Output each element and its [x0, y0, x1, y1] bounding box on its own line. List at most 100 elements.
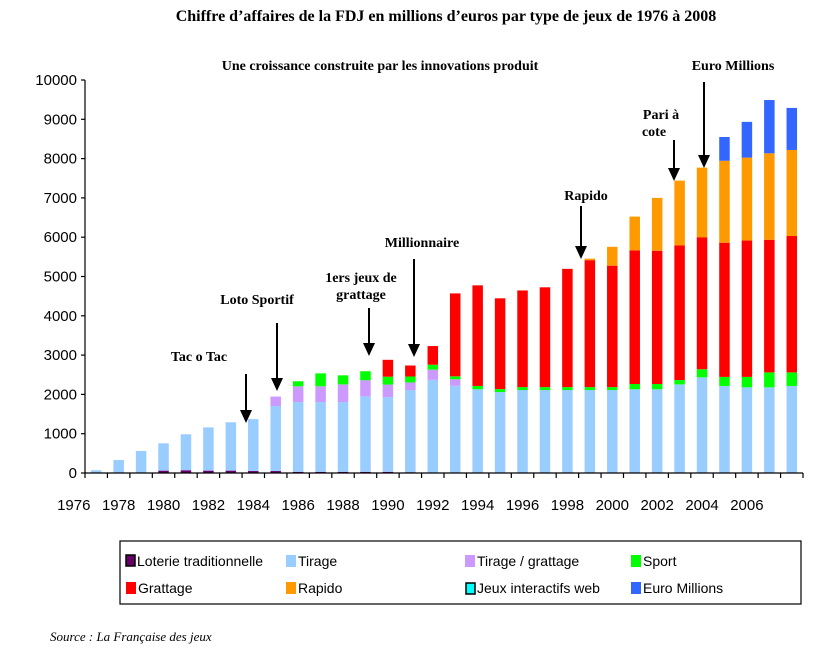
bar-stack-1989: [360, 371, 371, 473]
x-tick-label: 1990: [371, 497, 404, 514]
bar-stack-2005: [719, 136, 730, 473]
bar-segment-sport-1991: [405, 376, 416, 383]
bar-segment-rapido-1999: [584, 258, 596, 261]
bar-segment-sport-1990: [382, 376, 394, 385]
bar-segment-tirage-1996: [517, 390, 528, 473]
annotation-label-line1: Pari à: [643, 108, 679, 123]
source-note: Source : La Française des jeux: [50, 629, 212, 644]
bar-segment-tirage-2005: [719, 385, 730, 473]
arrow-down-icon: [575, 206, 587, 259]
legend-swatch: [125, 554, 136, 567]
legend-label: Tirage: [298, 553, 337, 569]
bar-segment-tirage-grattage-1988: [337, 384, 349, 403]
legend-swatch: [631, 555, 641, 567]
bar-segment-grattage-1990: [382, 359, 394, 377]
bar-segment-sport-1986: [292, 381, 304, 387]
legend-item-loterie: Loterie traditionnelle: [125, 553, 263, 569]
bar-segment-tirage-1997: [539, 390, 551, 473]
bar-stack-1998: [562, 268, 573, 473]
x-tick-label: 1988: [326, 497, 359, 514]
bar-segment-loterie-traditionnelle-1983: [225, 470, 237, 473]
bar-segment-euro-millions-2007: [764, 100, 775, 154]
bar-segment-tirage-2006: [741, 387, 753, 473]
y-tick-label: 3000: [44, 347, 77, 364]
bar-segment-tirage-1991: [405, 390, 416, 473]
bar-stack-1995: [494, 298, 506, 473]
bar-segment-rapido-2004: [696, 167, 708, 238]
bar-segment-euro-millions-2006: [741, 121, 753, 158]
bar-segment-tirage-1995: [494, 392, 506, 473]
legend-label: Sport: [643, 553, 677, 569]
legend-item-tirage: Tirage: [286, 553, 337, 569]
annotation-euro-millions: Euro Millions: [692, 59, 775, 168]
x-tick-label: 1996: [506, 497, 539, 514]
bar-stack-2001: [629, 216, 640, 473]
bar-segment-sport-1993: [449, 376, 461, 380]
x-tick-label: 1998: [551, 497, 584, 514]
bar-segment-tirage-grattage-1993: [449, 379, 461, 386]
annotation-millionnaire: Millionnaire: [385, 236, 459, 357]
annotation-loto-sportif: Loto Sportif: [220, 293, 294, 391]
bar-segment-tirage-1986: [292, 402, 304, 472]
bar-segment-tirage-grattage-1986: [292, 386, 304, 403]
bar-segment-tirage-2008: [786, 385, 798, 473]
bar-stack-1993: [449, 293, 461, 473]
bar-segment-sport-2001: [629, 383, 640, 390]
bar-segment-tirage-1999: [584, 390, 596, 473]
bar-segment-rapido-2006: [741, 157, 753, 241]
bar-segment-grattage-2005: [719, 242, 730, 377]
x-tick-label: 2004: [685, 497, 718, 514]
legend-swatch: [465, 555, 475, 567]
bar-stack-1988: [337, 375, 349, 473]
bar-stack-1984: [248, 419, 259, 473]
bar-stack-1996: [517, 290, 528, 473]
chart-subtitle: Une croissance construite par les innova…: [222, 59, 539, 74]
legend-swatch: [465, 582, 476, 595]
x-tick-label: 1992: [416, 497, 449, 514]
y-tick-label: 2000: [44, 386, 77, 403]
x-tick-label: 1980: [147, 497, 180, 514]
bar-segment-tirage-1985: [270, 405, 281, 472]
legend-swatch: [631, 582, 641, 594]
annotation-label: Tac o Tac: [171, 350, 227, 365]
annotation-label: Rapido: [564, 189, 608, 204]
legend-label: Rapido: [298, 580, 343, 596]
bar-segment-tirage-2002: [651, 389, 663, 473]
legend-item-euro-millions: Euro Millions: [631, 580, 723, 596]
annotation-rapido: Rapido: [564, 189, 608, 259]
x-tick-label: 1976: [57, 497, 90, 514]
bar-segment-sport-2000: [607, 387, 618, 391]
bar-segment-tirage-grattage-1985: [270, 396, 281, 406]
bar-segment-tirage-1994: [472, 389, 483, 473]
bar-segment-sport-1994: [472, 385, 483, 390]
bar-stack-1999: [584, 258, 596, 473]
bar-segment-grattage-2004: [696, 237, 708, 370]
annotation-label-line2: cote: [642, 125, 666, 140]
bar-segment-grattage-2007: [764, 239, 775, 373]
bar-segment-tirage-1987: [315, 402, 326, 472]
bar-segment-grattage-2006: [741, 240, 753, 377]
bar-segment-rapido-2000: [607, 246, 618, 266]
y-tick-label: 8000: [44, 151, 77, 168]
bar-segment-rapido-2005: [719, 160, 730, 243]
x-tick-label: 1994: [461, 497, 494, 514]
bar-stack-2008: [786, 107, 798, 473]
bar-segment-sport-1988: [337, 375, 349, 385]
bar-stack-2004: [696, 167, 708, 473]
bar-segment-grattage-2008: [786, 236, 798, 373]
bar-segment-sport-1992: [427, 364, 439, 370]
bar-stack-2007: [764, 100, 775, 473]
bar-stack-1994: [472, 285, 483, 473]
bar-segment-grattage-1998: [562, 268, 573, 388]
y-tick-label: 5000: [44, 269, 77, 286]
x-tick-label: 1984: [237, 497, 270, 514]
legend-label: Jeux interactifs web: [477, 580, 600, 596]
bar-segment-rapido-2007: [764, 153, 775, 240]
bar-segment-loterie-traditionnelle-1981: [180, 470, 192, 473]
bar-segment-sport-1999: [584, 387, 596, 391]
annotation-label-line2: grattage: [336, 288, 386, 303]
y-tick-label: 9000: [44, 111, 77, 128]
y-axis-ticks: 0 1000 2000 3000 4000 5000 6000 7000 8000 9000 100…: [35, 72, 85, 482]
y-tick-label: 4000: [44, 308, 77, 325]
